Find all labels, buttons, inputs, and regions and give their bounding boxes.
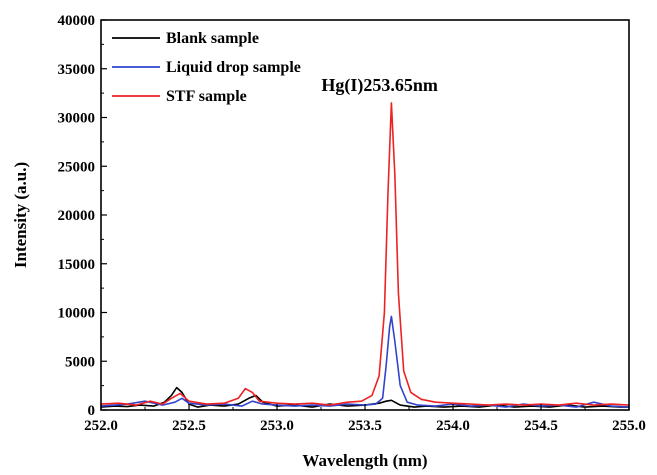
y-tick-label: 0 — [88, 403, 96, 419]
series-line-2 — [100, 315, 630, 408]
series-line-3 — [100, 102, 630, 406]
peak-annotation: Hg(I)253.65nm — [321, 75, 438, 96]
ticks-layer: 252.0 252.5 253.0 253.5 254.0 254.5 255.0 0 5000… — [58, 13, 646, 434]
series-layer — [100, 102, 630, 408]
x-tick-label: 254.5 — [524, 418, 558, 434]
y-tick-label: 15000 — [58, 257, 96, 273]
x-tick-label: 255.0 — [612, 418, 646, 434]
y-tick-label: 20000 — [58, 208, 96, 224]
y-axis-title: Intensity (a.u.) — [11, 162, 30, 268]
y-tick-label: 40000 — [58, 13, 96, 29]
series-line-1 — [100, 386, 629, 408]
y-tick-label: 10000 — [58, 306, 96, 322]
y-tick-label: 30000 — [58, 111, 96, 127]
x-tick-label: 253.5 — [348, 418, 382, 434]
y-tick-label: 25000 — [58, 159, 96, 175]
y-tick-label: 35000 — [58, 62, 96, 78]
x-tick-label: 252.0 — [84, 418, 118, 434]
legend-label-1: Blank sample — [166, 30, 259, 47]
y-tick-label: 5000 — [65, 354, 95, 370]
legend: Blank sample Liquid drop sample STF sample — [112, 30, 301, 105]
x-tick-label: 253.0 — [260, 418, 294, 434]
x-tick-label: 254.0 — [436, 418, 470, 434]
legend-label-2: Liquid drop sample — [166, 59, 301, 76]
x-tick-label: 252.5 — [172, 418, 206, 434]
legend-label-3: STF sample — [166, 88, 247, 105]
x-axis-title: Wavelength (nm) — [302, 451, 427, 470]
